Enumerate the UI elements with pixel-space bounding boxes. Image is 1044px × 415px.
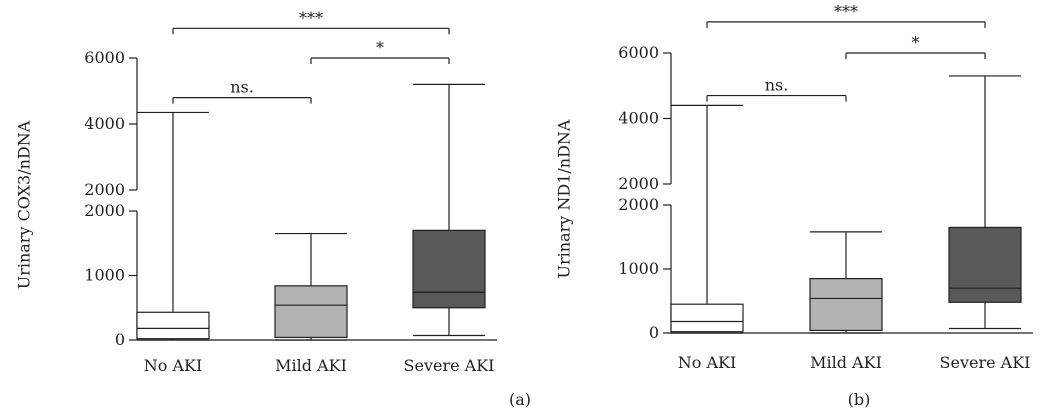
panel-label: (b)	[848, 390, 871, 409]
box-plot-mild-aki	[809, 231, 883, 334]
x-tick-label: Mild AKI	[810, 353, 882, 372]
x-tick-label: Severe AKI	[940, 353, 1031, 372]
iqr-box	[136, 311, 210, 340]
significance-label: ns.	[765, 76, 789, 95]
significance-bracket: ***	[706, 2, 986, 28]
y-tick-label: 1000	[618, 259, 659, 278]
y-axis-label: Urinary COX3/nDNA	[15, 120, 34, 289]
x-tick-label: No AKI	[144, 356, 203, 375]
significance-label: *	[376, 38, 384, 57]
significance-label: ***	[299, 8, 323, 27]
significance-bracket: *	[310, 38, 450, 64]
significance-label: *	[912, 33, 920, 52]
panel-label: (a)	[509, 390, 531, 409]
box-plot-mild-aki	[274, 232, 348, 341]
x-tick-label: Severe AKI	[404, 356, 495, 375]
iqr-box	[809, 278, 883, 332]
significance-bracket: *	[845, 33, 986, 59]
chart-panel-b: 2000 4000 6000 0 1000 2000 No AKI Mild AKI Sever…	[555, 2, 1033, 409]
x-tick-label: Mild AKI	[275, 356, 347, 375]
y-tick-label: 1000	[84, 266, 125, 285]
y-tick-label: 0	[649, 323, 659, 342]
y-tick-label: 6000	[618, 43, 659, 62]
iqr-box	[274, 285, 348, 339]
box-plot-severe-aki	[948, 75, 1022, 330]
box-plot-no-aki	[136, 111, 210, 341]
y-tick-label: 4000	[84, 114, 125, 133]
y-tick-label: 6000	[84, 48, 125, 67]
y-tick-label: 2000	[618, 174, 659, 193]
iqr-box	[948, 226, 1022, 303]
significance-bracket: ns.	[172, 78, 312, 104]
box-plot-severe-aki	[412, 83, 486, 337]
y-tick-label: 2000	[618, 195, 659, 214]
y-tick-label: 2000	[84, 201, 125, 220]
box-plot-no-aki	[670, 104, 744, 334]
significance-label: ns.	[230, 78, 254, 97]
x-tick-label: No AKI	[678, 353, 737, 372]
significance-label: ***	[834, 2, 858, 21]
significance-bracket: ns.	[706, 76, 847, 102]
y-axis-label: Urinary ND1/nDNA	[555, 119, 574, 278]
y-tick-label: 2000	[84, 180, 125, 199]
iqr-box	[670, 303, 744, 333]
significance-bracket: ***	[172, 8, 450, 35]
iqr-box	[412, 229, 486, 309]
y-tick-label: 4000	[618, 109, 659, 128]
y-tick-label: 0	[115, 330, 125, 349]
chart-panel-a: 2000 4000 6000 0 1000 2000 No AKI Mild AKI Sever…	[15, 8, 531, 409]
